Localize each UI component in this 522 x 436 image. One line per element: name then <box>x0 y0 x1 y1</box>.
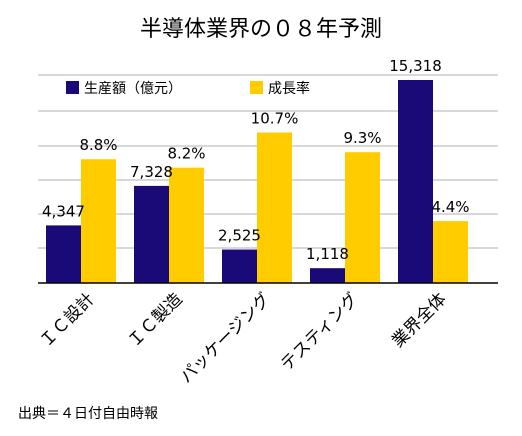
bar-growth <box>81 159 116 283</box>
data-label-growth: 8.8% <box>79 136 117 154</box>
legend-swatch-growth <box>250 81 263 94</box>
data-label-output: 15,318 <box>389 57 442 75</box>
bar-output <box>310 268 345 283</box>
bar-growth <box>169 167 204 283</box>
legend: 生産額（億元） 成長率 <box>66 80 310 97</box>
category-label: 業界全体 <box>388 289 450 351</box>
category-label: テスティング <box>277 289 363 375</box>
data-label-output: 2,525 <box>218 227 261 245</box>
data-label-growth: 8.2% <box>167 145 205 163</box>
source-note: 出典＝４日付自由時報 <box>18 406 158 422</box>
chart-title: 半導体業界の０８年予測 <box>140 17 382 42</box>
bar-growth <box>433 221 468 283</box>
category-label: パッケージング <box>176 289 274 387</box>
bar-output <box>134 185 169 283</box>
bar-growth <box>345 152 380 283</box>
bar-output <box>222 249 257 283</box>
data-label-growth: 10.7% <box>251 110 299 128</box>
data-label-growth: 4.4% <box>431 198 469 216</box>
legend-label-growth: 成長率 <box>268 80 310 97</box>
legend-label-output: 生産額（億元） <box>84 81 182 97</box>
bar-output <box>398 80 433 283</box>
category-label: ＩＣ製造 <box>124 289 186 351</box>
data-label-output: 1,118 <box>306 245 349 263</box>
bars <box>46 80 468 283</box>
bar-growth <box>257 132 292 283</box>
category-label: ＩＣ設計 <box>36 289 98 351</box>
data-label-output: 7,328 <box>130 163 173 181</box>
data-label-growth: 9.3% <box>343 129 381 147</box>
bar-output <box>46 225 81 283</box>
legend-swatch-output <box>66 81 79 94</box>
data-label-output: 4,347 <box>42 202 85 220</box>
